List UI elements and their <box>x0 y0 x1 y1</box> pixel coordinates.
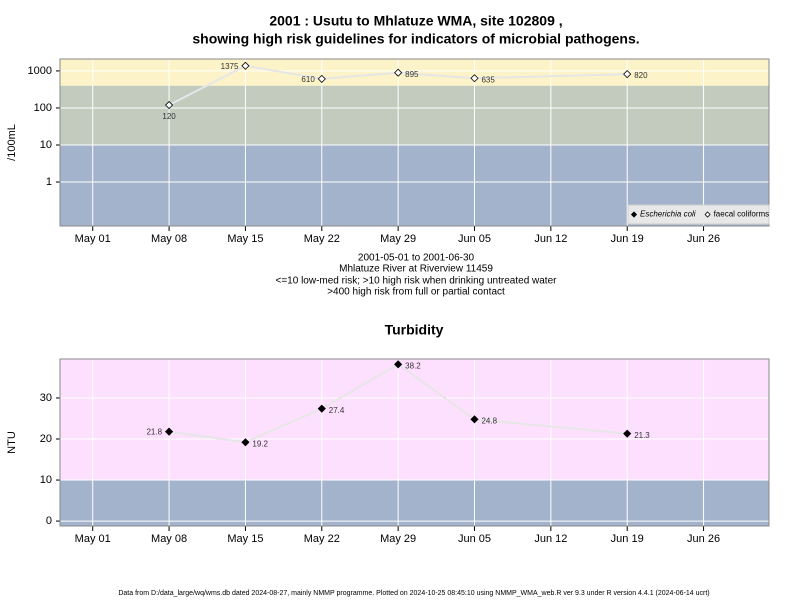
value-label: 24.8 <box>481 416 497 425</box>
data-point <box>165 427 174 436</box>
y-tick-label: 1000 <box>28 65 52 77</box>
plot-frame <box>59 58 770 227</box>
note: >400 high risk from full or partial cont… <box>327 287 505 298</box>
x-tick-label: May 08 <box>151 533 187 545</box>
x-tick-label: May 01 <box>75 533 111 545</box>
risk-band <box>60 480 769 526</box>
x-tick-label: May 15 <box>227 233 263 245</box>
y-tick-label: 20 <box>40 433 52 445</box>
value-label: 895 <box>405 70 419 79</box>
x-tick-label: May 29 <box>380 233 416 245</box>
data-point <box>317 74 326 83</box>
value-label: 1375 <box>221 62 239 71</box>
note: Mhlatuze River at Riverview 11459 <box>339 264 493 275</box>
plot-frame <box>59 358 770 527</box>
data-point <box>470 74 479 83</box>
value-label: 610 <box>301 75 315 84</box>
data-point <box>394 68 403 77</box>
y-tick-label: 10 <box>40 139 52 151</box>
series-line <box>168 64 628 106</box>
note: 2001-05-01 to 2001-06-30 <box>358 253 475 264</box>
x-tick-label: May 01 <box>75 233 111 245</box>
value-label: 21.3 <box>634 431 650 440</box>
legend-box <box>627 204 770 225</box>
x-tick-label: Jun 05 <box>458 233 491 245</box>
y-axis-label: /100mL <box>6 124 18 161</box>
data-point <box>241 61 250 70</box>
value-label: 38.2 <box>405 361 421 370</box>
data-point <box>241 438 250 447</box>
footer: Data from D:/data_large/wq/wms.db dated … <box>118 590 709 597</box>
data-point <box>623 429 632 438</box>
chart-title: Turbidity <box>385 322 444 338</box>
y-tick-label: 0 <box>46 515 52 527</box>
legend-label: Escherichia coli <box>640 210 696 219</box>
x-tick-label: May 22 <box>304 233 340 245</box>
data-point <box>165 100 174 110</box>
x-tick-label: May 08 <box>151 233 187 245</box>
value-label: 820 <box>634 71 648 80</box>
x-tick-label: May 22 <box>304 533 340 545</box>
value-label: 27.4 <box>329 406 345 415</box>
value-label: 635 <box>481 75 495 84</box>
x-tick-label: May 29 <box>380 533 416 545</box>
series-line <box>168 363 628 444</box>
y-tick-label: 10 <box>40 474 52 486</box>
legend-label: faecal coliforms <box>714 210 770 219</box>
chart-subtitle: showing high risk guidelines for indicat… <box>192 31 639 47</box>
data-point <box>394 360 403 369</box>
chart-title: 2001 : Usutu to Mhlatuze WMA, site 10280… <box>269 13 562 29</box>
risk-band <box>60 59 769 86</box>
y-tick-label: 100 <box>34 102 52 114</box>
value-label: 21.8 <box>146 428 162 437</box>
x-tick-label: Jun 12 <box>534 233 567 245</box>
x-tick-label: Jun 26 <box>687 533 720 545</box>
y-tick-label: 1 <box>46 176 52 188</box>
risk-band <box>60 359 769 481</box>
y-tick-label: 30 <box>40 392 52 404</box>
x-tick-label: Jun 19 <box>611 233 644 245</box>
y-axis-label: NTU <box>6 431 18 454</box>
data-point <box>470 415 479 424</box>
data-point <box>623 70 632 79</box>
data-point <box>317 404 326 413</box>
value-label: 19.2 <box>252 439 268 448</box>
risk-band <box>60 85 769 146</box>
value-label: 120 <box>162 112 176 121</box>
x-tick-label: Jun 05 <box>458 533 491 545</box>
x-tick-label: Jun 26 <box>687 233 720 245</box>
legend-marker <box>704 211 711 218</box>
legend-marker <box>630 211 638 218</box>
x-tick-label: May 15 <box>227 533 263 545</box>
note: <=10 low-med risk; >10 high risk when dr… <box>276 276 558 287</box>
x-tick-label: Jun 19 <box>611 533 644 545</box>
x-tick-label: Jun 12 <box>534 533 567 545</box>
